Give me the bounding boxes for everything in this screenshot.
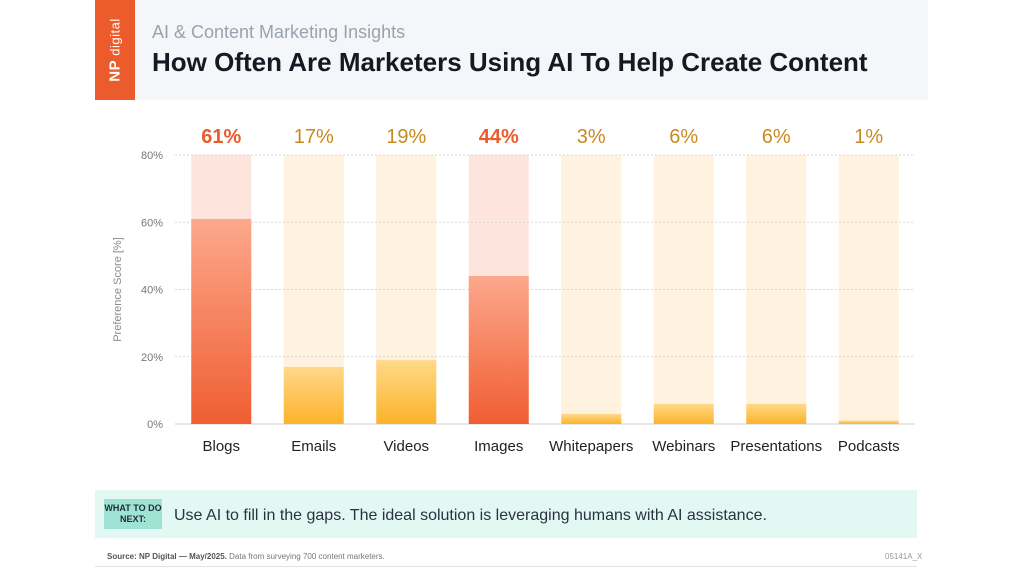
y-axis-title: Preference Score [%]	[112, 237, 124, 342]
value-label-presentations: 6%	[762, 126, 791, 148]
y-tick-label-20: 20%	[141, 352, 163, 364]
what-to-do-next-box	[95, 490, 917, 538]
category-label-blogs: Blogs	[202, 438, 240, 455]
bar-emails	[283, 366, 344, 424]
y-tick-label-80: 80%	[141, 150, 163, 162]
bottom-divider	[95, 566, 917, 567]
category-label-webinars: Webinars	[652, 438, 715, 455]
category-label-emails: Emails	[291, 438, 336, 455]
bar-videos	[376, 360, 437, 424]
value-label-videos: 19%	[386, 126, 426, 148]
what-to-do-next-badge: WHAT TO DO NEXT:	[104, 499, 162, 529]
y-tick-label-60: 60%	[141, 217, 163, 229]
value-label-emails: 17%	[294, 126, 334, 148]
header-band	[95, 0, 928, 100]
y-tick-label-0: 0%	[147, 419, 163, 431]
page-title: How Often Are Marketers Using AI To Help…	[152, 47, 868, 77]
value-label-blogs: 61%	[201, 126, 241, 148]
category-label-presentations: Presentations	[730, 438, 822, 455]
category-label-podcasts: Podcasts	[838, 438, 900, 455]
bar-images	[468, 276, 529, 424]
y-tick-label-40: 40%	[141, 285, 163, 297]
image-code: 05141A_X	[885, 552, 923, 561]
value-label-podcasts: 1%	[854, 126, 883, 148]
source-text: Data from surveying 700 content marketer…	[229, 552, 385, 561]
bar-whitepapers	[561, 413, 622, 424]
value-label-whitepapers: 3%	[577, 126, 606, 148]
value-label-webinars: 6%	[669, 126, 698, 148]
what-to-do-next-text: Use AI to fill in the gaps. The ideal so…	[174, 507, 767, 524]
source-note: Source: NP Digital — May/2025. Data from…	[107, 552, 385, 561]
category-label-whitepapers: Whitepapers	[549, 438, 633, 455]
bar-presentations	[746, 403, 807, 424]
np-digital-logo: NP digital	[95, 0, 135, 100]
category-label-videos: Videos	[383, 438, 429, 455]
bar-podcasts	[838, 420, 899, 424]
bar-chart: Preference Score [%] 0% 20% 40% 60% 80% 61% Blo…	[112, 126, 915, 455]
bar-blogs	[191, 218, 252, 424]
page-subtitle: AI & Content Marketing Insights	[152, 22, 406, 42]
bar-webinars	[653, 403, 714, 424]
source-label: Source: NP Digital — May/2025.	[107, 552, 227, 561]
value-label-images: 44%	[479, 126, 519, 148]
category-label-images: Images	[474, 438, 523, 455]
